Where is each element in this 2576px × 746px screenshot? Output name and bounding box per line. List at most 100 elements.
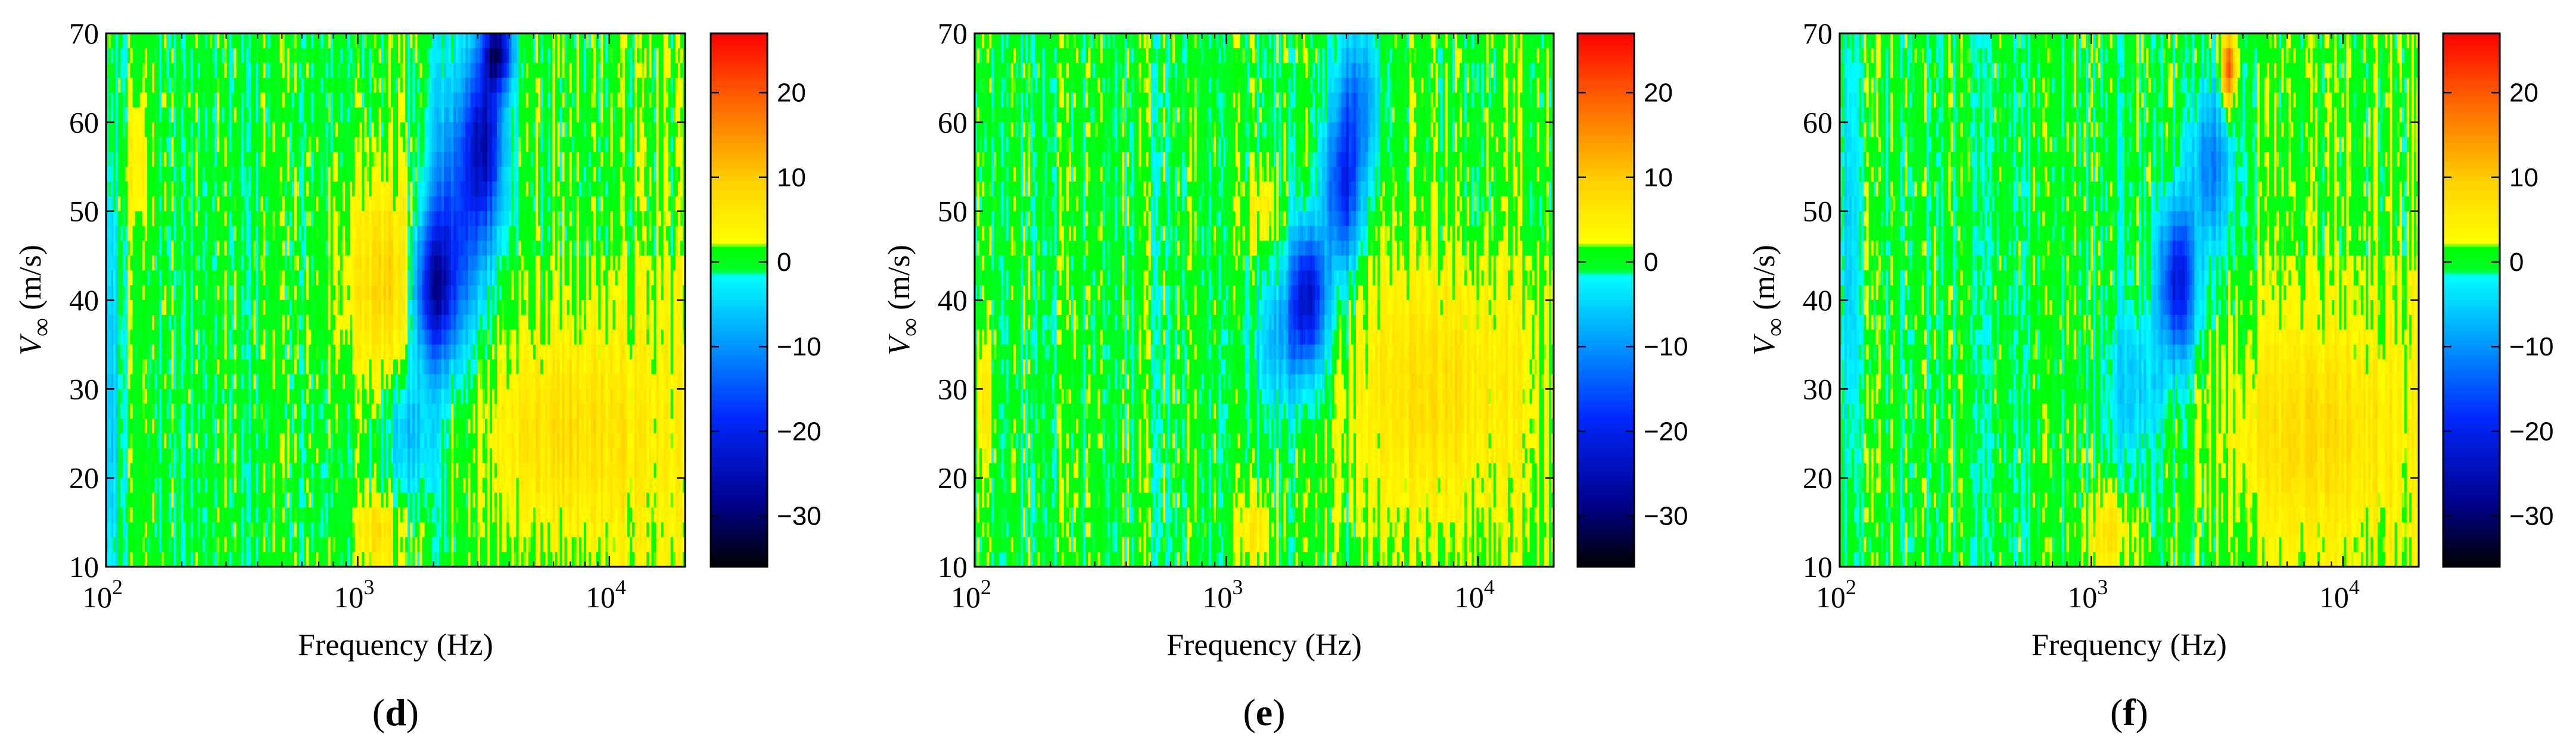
heatmap-cell [272, 77, 276, 93]
heatmap-cell [275, 167, 278, 182]
heatmap-cell [222, 507, 225, 523]
heatmap-cell [212, 359, 216, 375]
heatmap-cell [330, 152, 334, 167]
heatmap-cell [267, 344, 271, 360]
heatmap-cell [135, 152, 138, 167]
heatmap-cell [236, 33, 239, 49]
heatmap-cell [357, 152, 360, 167]
heatmap-cell [135, 226, 138, 242]
heatmap-cell [137, 270, 141, 286]
heatmap-cell [354, 77, 357, 93]
heatmap-cell [291, 196, 295, 212]
heatmap-cell [139, 255, 143, 271]
heatmap-cell [282, 63, 285, 79]
heatmap-cell [142, 196, 145, 212]
heatmap-cell [256, 537, 259, 553]
heatmap-cell [210, 419, 213, 434]
heatmap-cell [185, 181, 189, 197]
heatmap-cell [366, 419, 370, 434]
heatmap-cell [139, 537, 143, 553]
heatmap-cell [323, 63, 326, 79]
heatmap-cell [344, 344, 348, 360]
heatmap-cell [256, 77, 259, 93]
heatmap-cell [157, 374, 160, 390]
heatmap-cell [195, 552, 198, 567]
heatmap-cell [212, 314, 216, 330]
heatmap-cell [195, 196, 198, 212]
heatmap-cell [219, 477, 223, 494]
heatmap-cell [234, 419, 237, 434]
heatmap-cell [364, 226, 368, 242]
heatmap-cell [164, 507, 167, 523]
heatmap-cell [169, 255, 172, 271]
heatmap-cell [210, 552, 213, 567]
heatmap-cell [296, 374, 300, 390]
heatmap-cell [342, 522, 346, 538]
heatmap-cell [210, 374, 213, 390]
heatmap-cell [325, 122, 329, 138]
heatmap-cell [144, 344, 148, 360]
heatmap-cell [362, 300, 365, 316]
heatmap-cell [265, 314, 269, 330]
heatmap-cell [272, 552, 276, 567]
heatmap-cell [323, 389, 326, 405]
heatmap-cell [330, 463, 334, 479]
heatmap-cell [287, 181, 290, 197]
heatmap-cell [120, 374, 124, 390]
heatmap-cell [108, 167, 111, 182]
heatmap-cell [181, 507, 184, 523]
heatmap-cell [224, 122, 228, 138]
heatmap-cell [366, 122, 370, 138]
heatmap-cell [371, 77, 375, 93]
heatmap-cell [183, 33, 186, 49]
heatmap-cell [226, 522, 230, 538]
heatmap-cell [188, 359, 191, 375]
heatmap-cell [226, 359, 230, 375]
heatmap-cell [291, 463, 295, 479]
heatmap-cell [207, 300, 210, 316]
heatmap-cell [241, 537, 244, 553]
heatmap-cell [205, 241, 208, 257]
heatmap-cell [318, 314, 322, 330]
heatmap-cell [340, 463, 343, 479]
heatmap-cell [210, 63, 213, 79]
heatmap-cell [251, 211, 254, 227]
heatmap-cell [296, 33, 300, 49]
heatmap-cell [296, 419, 300, 434]
heatmap-cell [301, 463, 304, 479]
heatmap-cell [238, 152, 242, 167]
heatmap-cell [306, 92, 309, 108]
heatmap-cell [120, 270, 124, 286]
heatmap-cell [332, 344, 336, 360]
heatmap-cell [234, 492, 237, 508]
heatmap-cell [342, 92, 346, 108]
heatmap-cell [328, 33, 331, 49]
heatmap-cell [321, 77, 324, 93]
heatmap-cell [275, 552, 278, 567]
heatmap-cell [185, 77, 189, 93]
heatmap-cell [195, 374, 198, 390]
heatmap-cell [294, 552, 297, 567]
heatmap-cell [130, 329, 133, 345]
heatmap-cell [350, 241, 353, 257]
heatmap-cell [328, 552, 331, 567]
heatmap-cell [108, 433, 111, 449]
heatmap-cell [311, 211, 315, 227]
heatmap-cell [272, 107, 276, 123]
heatmap-cell [183, 419, 186, 434]
heatmap-cell [284, 492, 288, 508]
heatmap-cell [154, 507, 157, 523]
heatmap-cell [166, 107, 170, 123]
heatmap-cell [313, 211, 317, 227]
heatmap-cell [270, 122, 273, 138]
heatmap-cell [144, 285, 148, 301]
heatmap-cell [149, 477, 153, 494]
heatmap-cell [173, 507, 177, 523]
heatmap-cell [282, 300, 285, 316]
heatmap-cell [316, 241, 319, 257]
heatmap-cell [272, 359, 276, 375]
heatmap-cell [332, 241, 336, 257]
heatmap-cell [200, 152, 203, 167]
heatmap-cell [197, 241, 201, 257]
heatmap-cell [279, 329, 283, 345]
